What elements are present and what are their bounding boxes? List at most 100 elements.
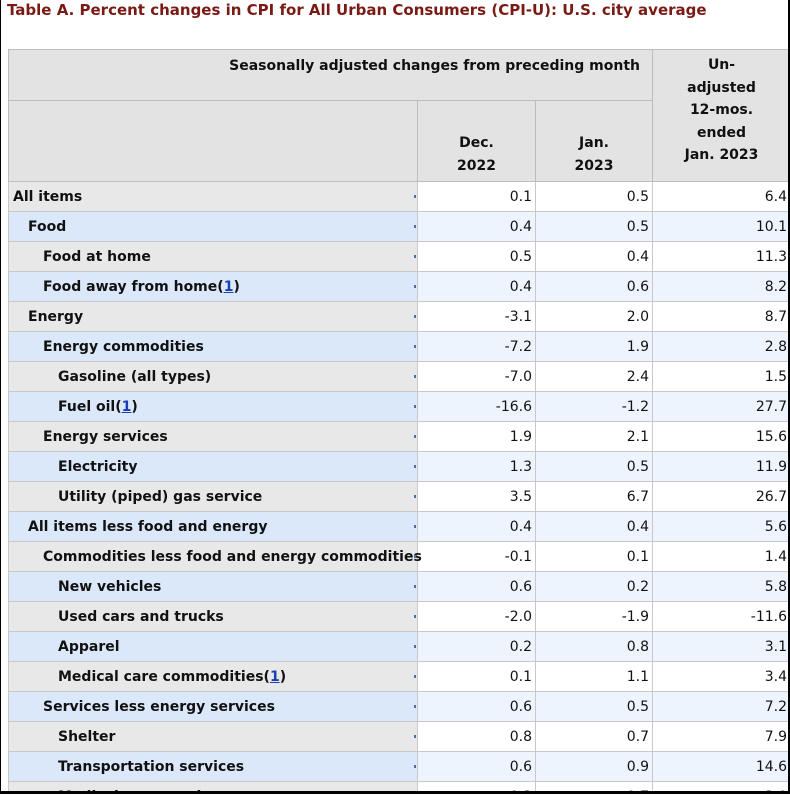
footnote-link[interactable]: 1	[224, 279, 234, 295]
cell-jan: 0.4	[536, 242, 653, 272]
row-label-text: Fuel oil	[58, 399, 115, 415]
unadjusted-line-3: 12-mos.	[653, 99, 790, 122]
row-label: Utility (piped) gas service	[9, 482, 418, 512]
cell-dec: -2.0	[418, 602, 536, 632]
row-label-text: Shelter	[58, 729, 115, 745]
table-row: Apparel 0.2 0.8 3.1	[9, 632, 790, 662]
table-row: Energy -3.1 2.0 8.7	[9, 302, 790, 332]
row-label: Energy services	[9, 422, 418, 452]
cell-jan: 0.4	[536, 512, 653, 542]
footnote-link[interactable]: 1	[270, 669, 280, 685]
cell-yoy: 11.9	[653, 452, 790, 482]
table-row: Fuel oil(1) -16.6 -1.2 27.7	[9, 392, 790, 422]
cell-dec: 0.6	[418, 692, 536, 722]
cell-yoy: 3.1	[653, 632, 790, 662]
dec-2022-header: Dec. 2022	[418, 101, 536, 182]
row-label-text: Energy services	[43, 429, 168, 445]
cell-jan: 0.8	[536, 632, 653, 662]
cell-dec: 0.8	[418, 722, 536, 752]
table-row: Shelter 0.8 0.7 7.9	[9, 722, 790, 752]
row-label: Medical care commodities(1)	[9, 662, 418, 692]
row-marker-icon	[414, 345, 416, 348]
row-marker-icon	[414, 225, 416, 228]
row-marker-icon	[414, 315, 416, 318]
row-marker-icon	[414, 765, 416, 768]
row-marker-icon	[414, 375, 416, 378]
cell-dec: 0.3	[418, 782, 536, 795]
row-label: Energy	[9, 302, 418, 332]
seasonal-header: Seasonally adjusted changes from precedi…	[9, 50, 653, 101]
cell-dec: 1.9	[418, 422, 536, 452]
row-label: Energy commodities	[9, 332, 418, 362]
row-label: Apparel	[9, 632, 418, 662]
table-body: All items 0.1 0.5 6.4 Food 0.4 0.5 10.1 Food at …	[9, 182, 790, 795]
table-title: Table A. Percent changes in CPI for All …	[7, 0, 707, 20]
row-label-text: Energy commodities	[43, 339, 204, 355]
cell-dec: 0.4	[418, 272, 536, 302]
row-label: Commodities less food and energy commodi…	[9, 542, 418, 572]
row-label-text: Commodities less food and energy commodi…	[43, 549, 422, 565]
cell-jan: 6.7	[536, 482, 653, 512]
table-row: All items less food and energy 0.4 0.4 5.6	[9, 512, 790, 542]
unadjusted-line-5: Jan. 2023	[653, 144, 790, 167]
row-marker-icon	[414, 525, 416, 528]
row-label-text: Food away from home	[43, 279, 217, 295]
footnote-link[interactable]: 1	[122, 399, 132, 415]
unadjusted-line-1: Un-	[653, 54, 790, 77]
table-row: All items 0.1 0.5 6.4	[9, 182, 790, 212]
cell-yoy: 15.6	[653, 422, 790, 452]
cell-jan: 0.6	[536, 272, 653, 302]
row-label: Food away from home(1)	[9, 272, 418, 302]
cell-jan: 0.5	[536, 212, 653, 242]
table-row: Electricity 1.3 0.5 11.9	[9, 452, 790, 482]
cell-yoy: 1.4	[653, 542, 790, 572]
table-row: Medical care commodities(1) 0.1 1.1 3.4	[9, 662, 790, 692]
row-label-text: All items less food and energy	[28, 519, 267, 535]
cell-yoy: 3.4	[653, 662, 790, 692]
cell-dec: 0.4	[418, 212, 536, 242]
row-label-text: Medical care commodities	[58, 669, 264, 685]
cell-jan: 0.1	[536, 542, 653, 572]
row-marker-icon	[414, 675, 416, 678]
cell-jan: -1.9	[536, 602, 653, 632]
table-row: Energy commodities -7.2 1.9 2.8	[9, 332, 790, 362]
cell-jan: 1.1	[536, 662, 653, 692]
table-row: Commodities less food and energy commodi…	[9, 542, 790, 572]
cell-yoy: 5.6	[653, 512, 790, 542]
row-label: All items less food and energy	[9, 512, 418, 542]
cell-dec: 0.5	[418, 242, 536, 272]
row-label-text: Transportation services	[58, 759, 244, 775]
cell-dec: -7.0	[418, 362, 536, 392]
footnote-paren-close: )	[233, 279, 239, 295]
cell-jan: -1.2	[536, 392, 653, 422]
table-row: Used cars and trucks -2.0 -1.9 -11.6	[9, 602, 790, 632]
cell-yoy: 8.2	[653, 272, 790, 302]
row-marker-icon	[414, 735, 416, 738]
row-marker-icon	[414, 555, 416, 558]
row-marker-icon	[414, 285, 416, 288]
table-row: Food away from home(1) 0.4 0.6 8.2	[9, 272, 790, 302]
cell-dec: 0.6	[418, 572, 536, 602]
row-label-text: Services less energy services	[43, 699, 275, 715]
cell-yoy: 7.9	[653, 722, 790, 752]
cell-yoy: 8.7	[653, 302, 790, 332]
unadjusted-line-2: adjusted	[653, 77, 790, 100]
table-row: Utility (piped) gas service 3.5 6.7 26.7	[9, 482, 790, 512]
cell-jan: 1.9	[536, 332, 653, 362]
seasonal-header-label: Seasonally adjusted changes from precedi…	[229, 58, 640, 74]
row-label-text: Apparel	[58, 639, 120, 655]
row-marker-icon	[414, 435, 416, 438]
page-frame: Table A. Percent changes in CPI for All …	[0, 0, 790, 794]
footnote-paren-close: )	[280, 669, 286, 685]
row-marker-icon	[414, 705, 416, 708]
cell-dec: -16.6	[418, 392, 536, 422]
row-label-text: Food	[28, 219, 66, 235]
cell-dec: 0.6	[418, 752, 536, 782]
table-row: Transportation services 0.6 0.9 14.6	[9, 752, 790, 782]
row-label: Electricity	[9, 452, 418, 482]
jan-header-year: 2023	[536, 155, 652, 178]
table-row: Medical care services0.3-0.73.0	[9, 782, 790, 795]
table-row: Food at home 0.5 0.4 11.3	[9, 242, 790, 272]
cell-yoy: 10.1	[653, 212, 790, 242]
cell-jan: 0.7	[536, 722, 653, 752]
